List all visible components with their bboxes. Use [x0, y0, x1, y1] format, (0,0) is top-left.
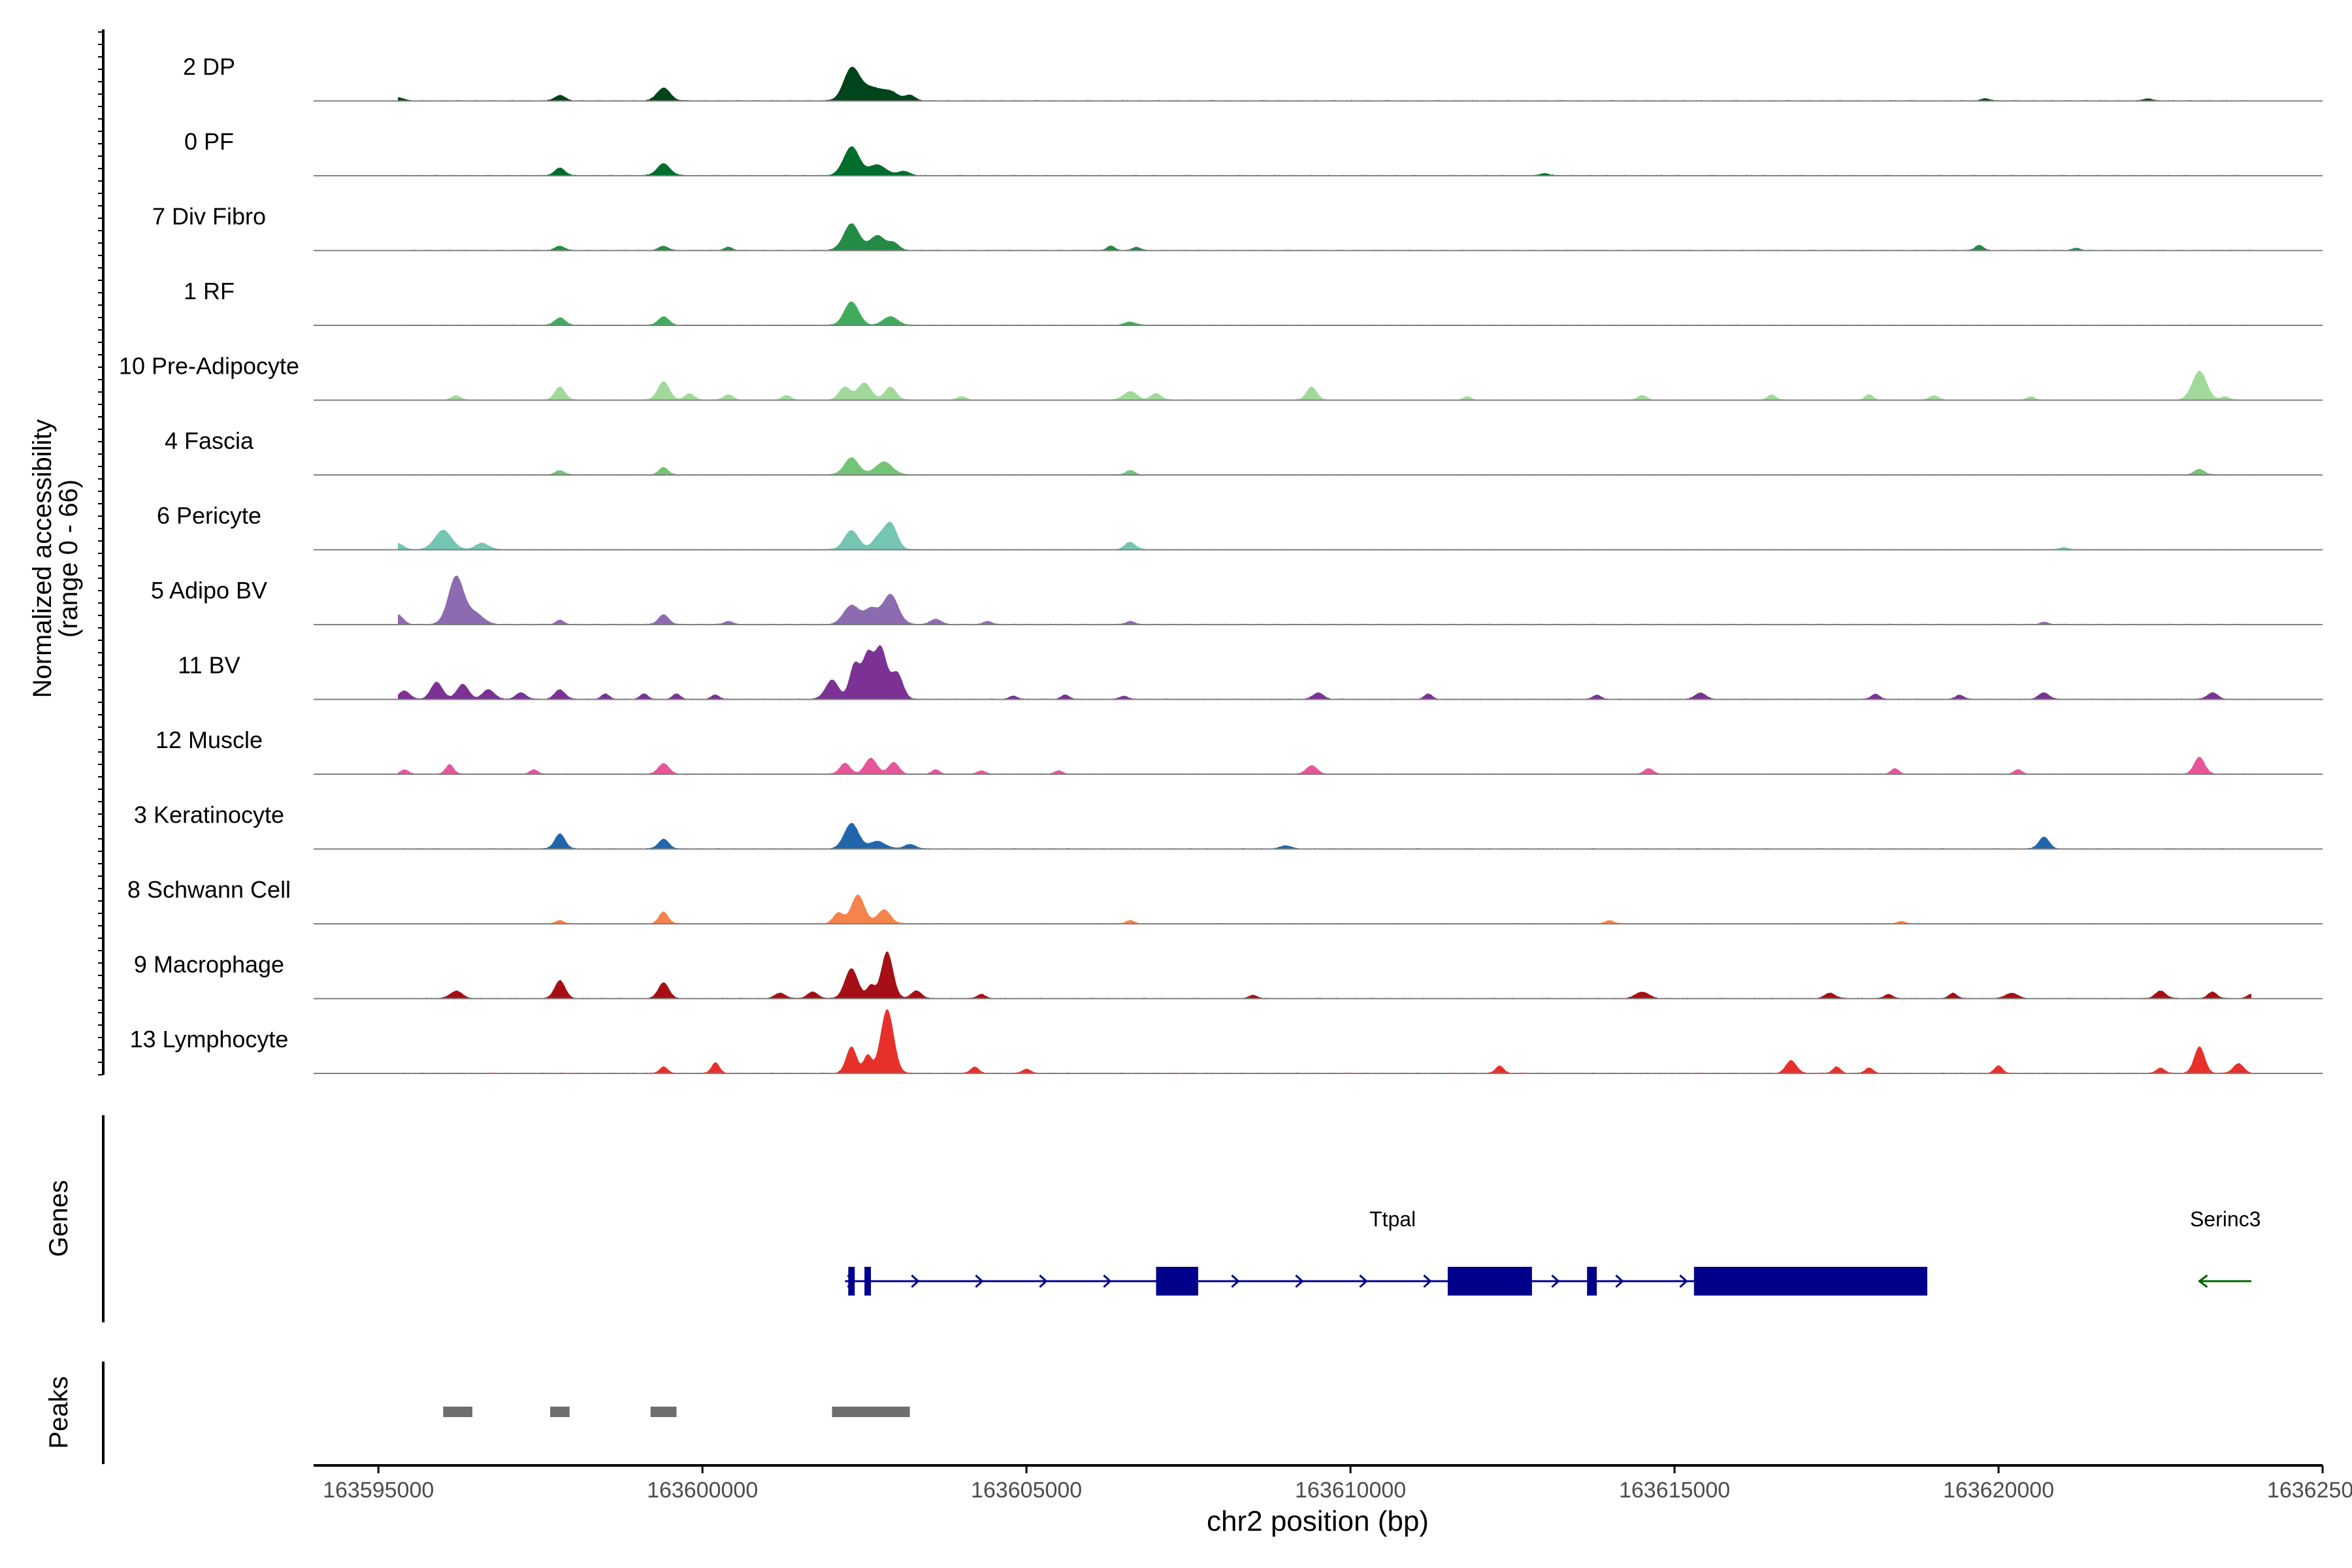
peak-region	[650, 1407, 677, 1417]
gene-model: Serinc3	[2190, 1207, 2261, 1288]
gene-exon	[1587, 1267, 1597, 1296]
gene-model: Ttpal	[845, 1207, 1927, 1296]
peak-regions-track	[443, 1407, 910, 1417]
coverage-track: 5 Adipo BV	[151, 576, 2323, 625]
coverage-area	[398, 645, 2251, 700]
coverage-track: 1 RF	[184, 278, 2323, 326]
peaks-panel-label: Peaks	[44, 1376, 73, 1448]
coverage-track: 2 DP	[183, 54, 2323, 102]
x-tick-label: 163600000	[647, 1478, 758, 1503]
strand-arrow	[1423, 1274, 1432, 1288]
peak-region	[832, 1407, 910, 1417]
coverage-track: 11 BV	[178, 645, 2323, 700]
x-axis-ticks: 163595000 163600000 163605000 163610000 1636…	[323, 1465, 2352, 1503]
gene-exon	[864, 1267, 872, 1296]
gene-annotation-track: Ttpal Serinc3	[845, 1207, 2261, 1296]
x-tick-label: 163605000	[971, 1478, 1082, 1503]
track-label: 7 Div Fibro	[152, 203, 266, 230]
strand-arrow	[1039, 1274, 1048, 1288]
strand-arrow	[1615, 1274, 1624, 1288]
strand-arrow	[1551, 1274, 1560, 1288]
strand-arrow	[1231, 1274, 1240, 1288]
strand-arrow	[2198, 1274, 2208, 1288]
track-label: 10 Pre-Adipocyte	[119, 353, 299, 380]
coverage-track: 8 Schwann Cell	[127, 876, 2323, 924]
gene-exon	[1693, 1267, 1927, 1296]
x-tick-label: 163610000	[1295, 1478, 1406, 1503]
x-tick-label: 163615000	[1619, 1478, 1730, 1503]
x-tick-label: 163625000	[2267, 1478, 2352, 1503]
track-label: 6 Pericyte	[157, 502, 261, 529]
gene-name: Ttpal	[1369, 1207, 1416, 1231]
strand-arrow	[1295, 1274, 1304, 1288]
track-label: 12 Muscle	[155, 727, 263, 753]
track-label: 9 Macrophage	[134, 951, 284, 978]
coverage-area	[398, 894, 2251, 924]
track-label: 4 Fascia	[165, 427, 254, 454]
track-label: 3 Keratinocyte	[134, 802, 284, 828]
coverage-area	[398, 67, 2251, 101]
coverage-y-axis	[98, 29, 105, 1075]
coverage-area	[398, 823, 2251, 849]
gene-name: Serinc3	[2190, 1207, 2261, 1231]
coverage-area	[398, 576, 2251, 625]
strand-arrow	[1103, 1274, 1112, 1288]
coverage-area	[398, 521, 2251, 550]
coverage-tracks: 2 DP 0 PF 7 Div Fibro 1 RF 10 Pre-Adipocyte 4…	[119, 54, 2323, 1074]
track-label: 13 Lymphocyte	[130, 1026, 289, 1053]
track-label: 2 DP	[183, 54, 235, 80]
strand-arrow	[911, 1274, 920, 1288]
y-axis-range-label: (range 0 - 66)	[54, 480, 83, 638]
coverage-track: 4 Fascia	[165, 427, 2323, 476]
coverage-area	[398, 146, 2251, 176]
track-label: 8 Schwann Cell	[127, 876, 291, 903]
x-tick-label: 163595000	[323, 1478, 434, 1503]
x-tick-label: 163620000	[1943, 1478, 2054, 1503]
coverage-track: 10 Pre-Adipocyte	[119, 353, 2323, 401]
coverage-track: 7 Div Fibro	[152, 203, 2323, 252]
coverage-area	[398, 370, 2251, 400]
coverage-area	[398, 301, 2251, 325]
coverage-track: 12 Muscle	[155, 727, 2323, 775]
strand-arrow	[1679, 1274, 1688, 1288]
coverage-track: 3 Keratinocyte	[134, 802, 2323, 850]
strand-arrow	[975, 1274, 984, 1288]
peak-region	[550, 1407, 570, 1417]
genes-panel-label: Genes	[44, 1180, 73, 1257]
track-label: 1 RF	[184, 278, 235, 304]
track-label: 11 BV	[178, 652, 240, 679]
track-label: 0 PF	[184, 128, 234, 155]
gene-exon	[848, 1267, 855, 1296]
coverage-area	[398, 457, 2251, 475]
gene-exon	[1447, 1267, 1532, 1296]
peak-region	[443, 1407, 473, 1417]
coverage-area	[398, 757, 2251, 774]
coverage-track: 0 PF	[184, 128, 2323, 176]
coverage-track: 13 Lymphocyte	[130, 1009, 2323, 1074]
track-label: 5 Adipo BV	[151, 577, 267, 604]
y-axis-label: Normalized accessibility	[28, 419, 57, 698]
gene-exon	[1156, 1267, 1198, 1296]
strand-arrow	[1359, 1274, 1368, 1288]
coverage-area	[398, 223, 2251, 251]
x-axis-label: chr2 position (bp)	[1207, 1505, 1429, 1537]
coverage-track: 6 Pericyte	[157, 502, 2323, 551]
coverage-track: 9 Macrophage	[134, 951, 2323, 1000]
